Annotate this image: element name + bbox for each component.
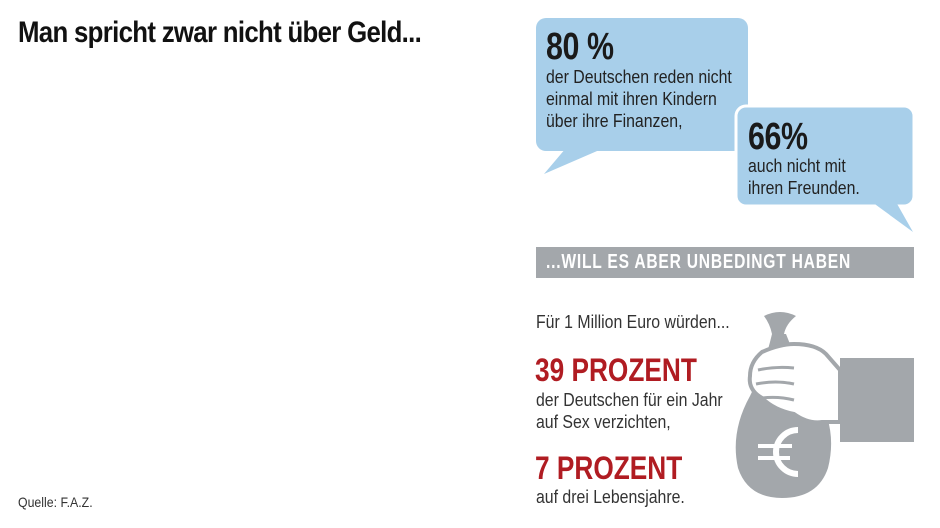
section-banner-text: ...WILL ES ABER UNBEDINGT HABEN	[546, 251, 851, 273]
bubble2-line: ihren Freunden.	[748, 178, 860, 198]
section-banner	[536, 247, 914, 278]
source-note: Quelle: F.A.Z.	[18, 494, 93, 510]
money-bag-icon	[735, 312, 914, 498]
bubble1-line: über ihre Finanzen,	[546, 111, 683, 131]
stat-80-percent: 80 %	[546, 26, 614, 68]
speech-bubble-80	[536, 18, 748, 174]
fact1-line: auf Sex verzichten,	[536, 412, 671, 432]
bubble2-line: auch nicht mit	[748, 156, 846, 176]
stat-39-prozent: 39 PROZENT	[535, 352, 697, 388]
hand-icon	[747, 341, 914, 442]
stat-7-prozent: 7 PROZENT	[535, 450, 683, 486]
fact2-text: auf drei Lebensjahre.	[536, 486, 685, 508]
bubble1-line: der Deutschen reden nicht	[546, 67, 732, 87]
fact1-text: der Deutschen für ein Jahr auf Sex verzi…	[536, 389, 723, 433]
headline: Man spricht zwar nicht über Geld...	[18, 16, 422, 49]
fact1-line: der Deutschen für ein Jahr	[536, 390, 723, 410]
speech-bubble-66	[734, 104, 916, 232]
fact2-line: auf drei Lebensjahre.	[536, 487, 685, 507]
bubble2-text: auch nicht mit ihren Freunden.	[748, 155, 860, 199]
speech-bubbles	[536, 18, 916, 232]
bubble1-line: einmal mit ihren Kindern	[546, 89, 717, 109]
bubble1-text: der Deutschen reden nicht einmal mit ihr…	[546, 66, 732, 132]
intro-text: Für 1 Million Euro würden...	[536, 312, 730, 332]
stat-66-percent: 66%	[748, 116, 808, 158]
euro-icon	[758, 427, 799, 477]
